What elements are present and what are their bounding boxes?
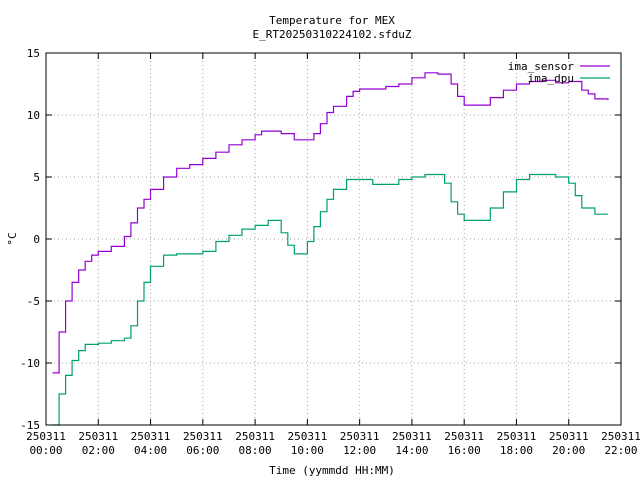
chart-title: Temperature for MEX: [269, 14, 395, 27]
x-tick-label-date: 250311: [549, 430, 589, 443]
y-tick-label: -5: [27, 295, 40, 308]
series-line-ima-sensor: [52, 72, 609, 374]
x-tick-label-date: 250311: [601, 430, 640, 443]
x-tick-label-time: 18:00: [500, 444, 533, 457]
x-tick-label-time: 10:00: [291, 444, 324, 457]
x-tick-label-date: 250311: [392, 430, 432, 443]
x-tick-label-date: 250311: [78, 430, 118, 443]
y-tick-label: 15: [27, 47, 40, 60]
x-tick-label-time: 08:00: [239, 444, 272, 457]
legend-label-ima-sensor: ima_sensor: [508, 60, 575, 73]
x-tick-label-date: 250311: [287, 430, 327, 443]
x-tick-label-time: 02:00: [82, 444, 115, 457]
x-tick-label-time: 16:00: [448, 444, 481, 457]
data-series: [52, 72, 609, 426]
chart-subtitle: E_RT20250310224102.sfduZ: [253, 28, 412, 41]
x-tick-label-time: 00:00: [29, 444, 62, 457]
x-tick-label-date: 250311: [235, 430, 275, 443]
x-tick-label-date: 250311: [340, 430, 380, 443]
x-tick-label-time: 04:00: [134, 444, 167, 457]
x-tick-label-date: 250311: [26, 430, 66, 443]
plot-frame: [45, 52, 622, 426]
x-axis-label: Time (yymmdd HH:MM): [269, 464, 395, 477]
y-axis-label: °C: [6, 232, 19, 245]
y-tick-label: -15: [20, 419, 40, 432]
y-tick-label: 5: [33, 171, 40, 184]
x-tick-label-time: 20:00: [552, 444, 585, 457]
y-tick-label: -10: [20, 357, 40, 370]
x-tick-label-time: 12:00: [343, 444, 376, 457]
x-tick-label-time: 06:00: [186, 444, 219, 457]
x-tick-label-time: 14:00: [395, 444, 428, 457]
x-tick-label-date: 250311: [444, 430, 484, 443]
x-tick-label-date: 250311: [183, 430, 223, 443]
y-tick-label: 0: [33, 233, 40, 246]
x-tick-label-date: 250311: [497, 430, 537, 443]
axes: -15-10-505101525031100:0025031102:002503…: [20, 47, 640, 457]
series-line-ima-dpu: [52, 173, 608, 426]
x-tick-label-date: 250311: [131, 430, 171, 443]
legend-label-ima-dpu: ima_dpu: [528, 72, 574, 85]
x-tick-label-time: 22:00: [604, 444, 637, 457]
y-tick-label: 10: [27, 109, 40, 122]
